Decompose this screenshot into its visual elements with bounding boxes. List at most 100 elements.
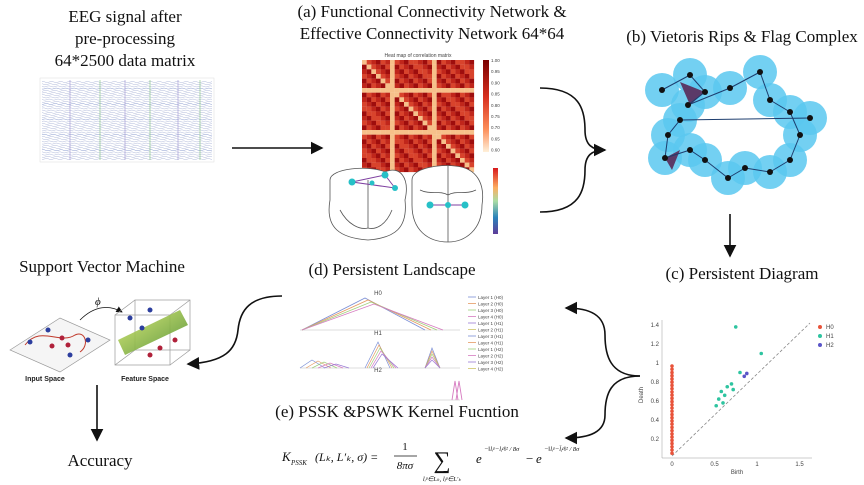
heatmap-cell [371, 163, 376, 168]
heatmap-cell [395, 107, 400, 112]
heatmap-cell [395, 144, 400, 149]
heatmap-cell [362, 111, 367, 116]
heatmap-cell [455, 116, 460, 121]
vr-vertex [767, 169, 773, 175]
heatmap-cell [427, 93, 432, 98]
heatmap-cell [446, 135, 451, 140]
pd-legend-label: H0 [826, 325, 834, 331]
heatmap-cell [418, 93, 423, 98]
heatmap-cell [418, 88, 423, 93]
heatmap-cell [376, 107, 381, 112]
heatmap-cell [455, 65, 460, 70]
heatmap-cell [446, 149, 451, 154]
heatmap-cell [404, 60, 409, 65]
heatmap-cell [404, 125, 409, 130]
pl-legend-label: Layer 2 (H0) [478, 302, 504, 307]
formula-sum-index: lᵢᵖ∈Lₖ, lⱼᵖ∈L′ₖ [423, 476, 461, 483]
heatmap-cell [371, 97, 376, 102]
heatmap-cell [423, 163, 428, 168]
heatmap-cell [446, 88, 451, 93]
heatmap-cell [404, 74, 409, 79]
heatmap-cell [427, 121, 432, 126]
heatmap-cell [362, 60, 367, 65]
heatmap-cell [371, 121, 376, 126]
pd-y-tick: 1.2 [651, 342, 660, 348]
heatmap-cell [395, 149, 400, 154]
heatmap-cell [432, 111, 437, 116]
formula-e1: e [476, 451, 482, 466]
heatmap-cell [409, 135, 414, 140]
heatmap-cell [399, 107, 404, 112]
heatmap-cell [460, 125, 465, 130]
persistence-diagram: Birth Death 00.511.50.20.40.60.811.21.4H… [639, 320, 834, 476]
heatmap-cell [460, 60, 465, 65]
heatmap-cell [469, 163, 474, 168]
heatmap-cell [460, 116, 465, 121]
heatmap-title: Heat map of correlation matrix [385, 53, 452, 59]
vr-vertex [725, 175, 731, 181]
heatmap-cell [460, 149, 465, 154]
heatmap-cell [460, 69, 465, 74]
heatmap-cell [404, 135, 409, 140]
heatmap-cell [362, 93, 367, 98]
heatmap-cell [376, 93, 381, 98]
heatmap-cell [404, 83, 409, 88]
pd-y-tick: 0.2 [651, 437, 660, 443]
heatmap-cell [455, 111, 460, 116]
heatmap-cell [460, 130, 465, 135]
heatmap-cell [437, 116, 442, 121]
vr-vertex [807, 115, 813, 121]
heatmap-cell [404, 93, 409, 98]
heatmap-cell [362, 153, 367, 158]
heatmap-cell [469, 111, 474, 116]
heatmap-cell [362, 158, 367, 163]
heatmap-cell [441, 69, 446, 74]
heatmap-cell [395, 60, 400, 65]
heatmap-cell [460, 97, 465, 102]
heatmap-cell [381, 69, 386, 74]
pd-x-tick: 0.5 [710, 462, 719, 468]
connectivity-title-line: Effective Connectivity Network 64*64 [300, 24, 565, 43]
heatmap-cell [390, 116, 395, 121]
heatmap-cell [381, 130, 386, 135]
heatmap-cell [395, 93, 400, 98]
heatmap-cell [362, 116, 367, 121]
heatmap-cell [469, 88, 474, 93]
heatmap-cell [469, 121, 474, 126]
heatmap-cell [381, 65, 386, 70]
pd-point-h0 [670, 422, 674, 426]
input-space: Input Space [25, 376, 65, 383]
heatmap-cell [385, 130, 390, 135]
heatmap-cell [465, 139, 470, 144]
heatmap-cell [399, 121, 404, 126]
pl-panel-title: H0 [374, 291, 382, 297]
heatmap-cell [390, 153, 395, 158]
heatmap-cell [437, 158, 442, 163]
heatmap-cell [460, 107, 465, 112]
heatmap-cell [385, 88, 390, 93]
heatmap-cell [455, 93, 460, 98]
heatmap-cell [381, 116, 386, 121]
heatmap-cell [409, 149, 414, 154]
heatmap-cell [469, 79, 474, 84]
heatmap-cell [423, 144, 428, 149]
heatmap-cell [469, 125, 474, 130]
heatmap-cell [367, 163, 372, 168]
heatmap-cell [371, 102, 376, 107]
heatmap-cell [376, 139, 381, 144]
heatmap-cell [418, 97, 423, 102]
heatmap-cell [376, 116, 381, 121]
heatmap-cell [413, 65, 418, 70]
heatmap-cell [451, 69, 456, 74]
heatmap-cell [399, 139, 404, 144]
heatmap-cell [404, 153, 409, 158]
heatmap-cell [451, 130, 456, 135]
heatmap-cell [399, 163, 404, 168]
heatmap-cell [381, 97, 386, 102]
pd-point-h2 [742, 375, 746, 379]
heatmap-cell [399, 60, 404, 65]
heatmap-cell [404, 107, 409, 112]
heatmap-cell [437, 111, 442, 116]
eeg-plot [40, 78, 214, 162]
heatmap-cell [465, 102, 470, 107]
